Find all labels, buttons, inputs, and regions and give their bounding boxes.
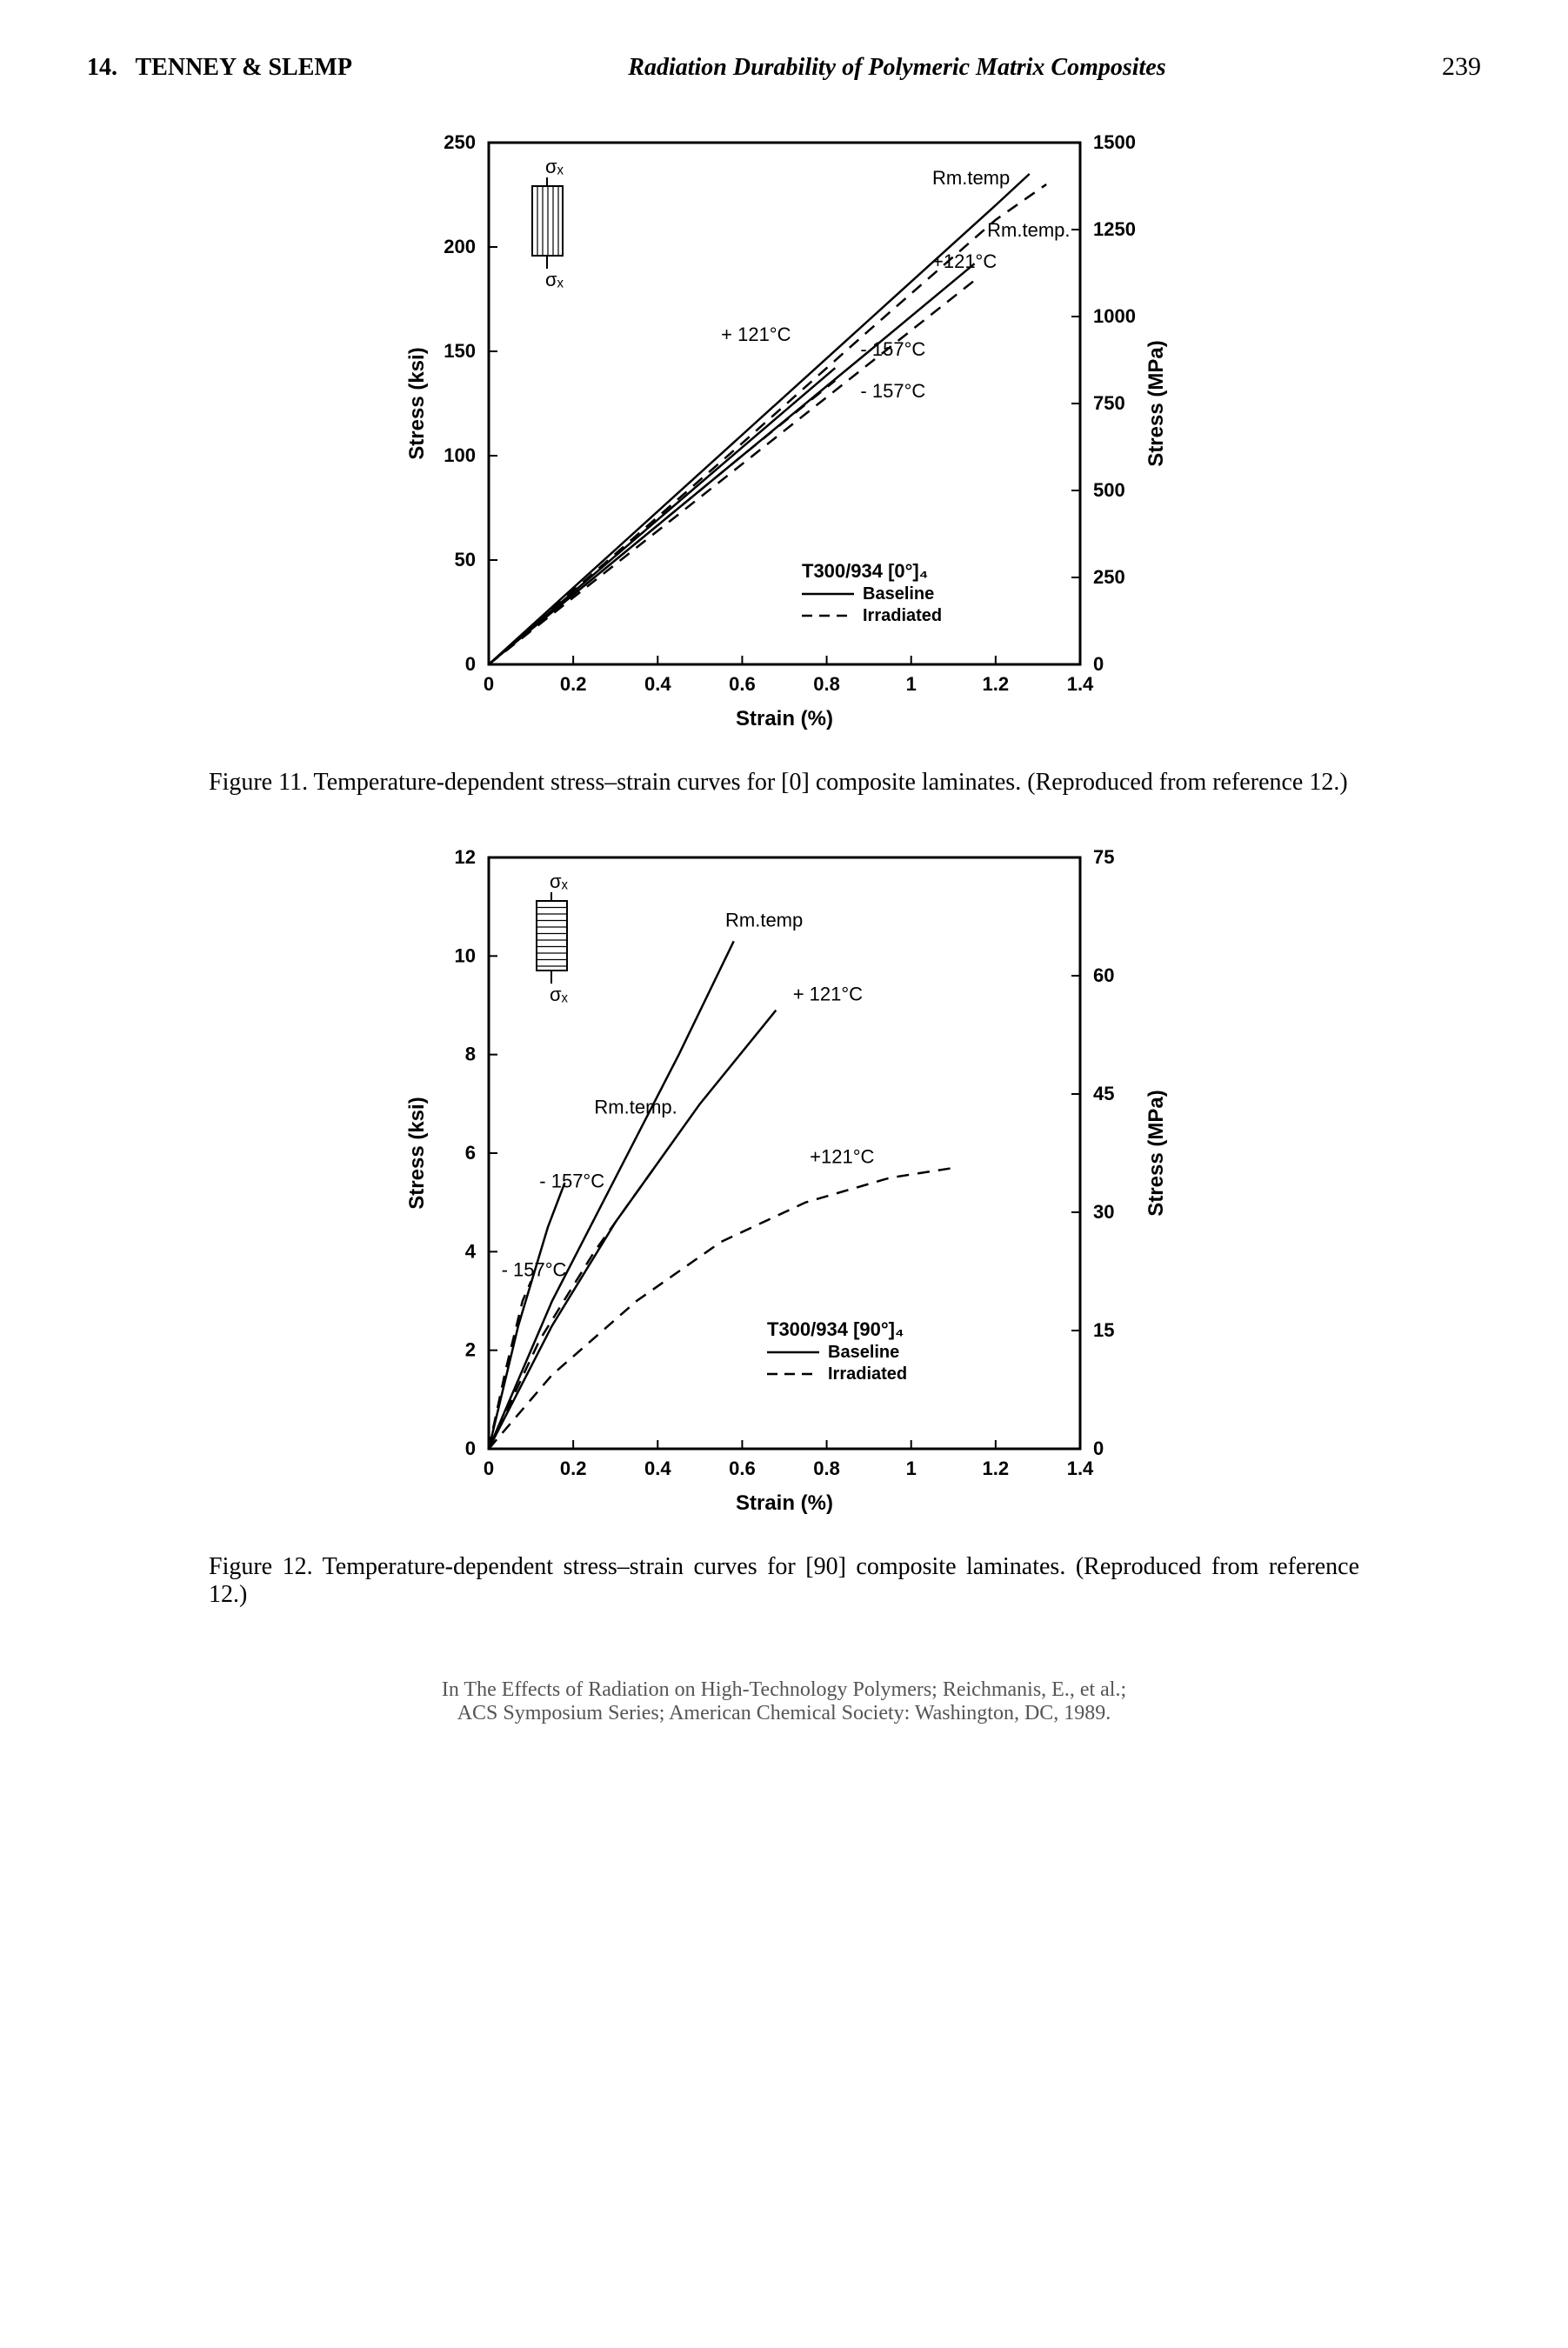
svg-text:1.4: 1.4 xyxy=(1066,673,1093,695)
page-header: 14. TENNEY & SLEMP Radiation Durability … xyxy=(87,52,1481,82)
svg-text:σₓ: σₓ xyxy=(550,870,569,892)
running-title: Radiation Durability of Polymeric Matrix… xyxy=(352,54,1442,82)
svg-text:4: 4 xyxy=(464,1240,476,1262)
svg-text:Irradiated: Irradiated xyxy=(828,1364,907,1384)
svg-text:0.8: 0.8 xyxy=(813,673,840,695)
figure-11-caption: Figure 11. Temperature-dependent stress–… xyxy=(209,769,1359,797)
svg-text:σₓ: σₓ xyxy=(545,156,564,177)
figure-12-chart: 00.20.40.60.811.21.402468101201530456075… xyxy=(393,831,1176,1527)
svg-text:Rm.temp: Rm.temp xyxy=(932,167,1010,189)
svg-text:Rm.temp.: Rm.temp. xyxy=(594,1097,677,1118)
svg-text:σₓ: σₓ xyxy=(550,984,569,1005)
svg-text:Baseline: Baseline xyxy=(863,584,934,604)
svg-text:+ 121°C: + 121°C xyxy=(792,983,862,1004)
svg-text:6: 6 xyxy=(464,1142,475,1164)
svg-text:σₓ: σₓ xyxy=(545,269,564,290)
svg-text:1500: 1500 xyxy=(1093,131,1136,153)
svg-text:1: 1 xyxy=(905,1457,916,1479)
svg-text:- 157°C: - 157°C xyxy=(501,1259,566,1281)
svg-text:0.4: 0.4 xyxy=(644,673,671,695)
svg-text:- 157°C: - 157°C xyxy=(860,338,925,360)
svg-text:Baseline: Baseline xyxy=(828,1343,899,1362)
svg-text:15: 15 xyxy=(1093,1319,1114,1341)
svg-text:150: 150 xyxy=(444,340,476,362)
svg-text:250: 250 xyxy=(444,131,476,153)
svg-text:0: 0 xyxy=(1093,653,1104,675)
svg-text:- 157°C: - 157°C xyxy=(539,1171,604,1192)
svg-text:- 157°C: - 157°C xyxy=(860,380,925,402)
svg-text:250: 250 xyxy=(1093,566,1125,588)
svg-text:Stress (MPa): Stress (MPa) xyxy=(1144,340,1168,466)
svg-text:200: 200 xyxy=(444,236,476,257)
svg-text:Irradiated: Irradiated xyxy=(863,606,942,625)
footer-line-2: ACS Symposium Series; American Chemical … xyxy=(87,1702,1481,1725)
svg-text:Stress (MPa): Stress (MPa) xyxy=(1144,1090,1168,1216)
footer-line-1: In The Effects of Radiation on High-Tech… xyxy=(87,1678,1481,1702)
svg-text:Stress (ksi): Stress (ksi) xyxy=(405,347,429,459)
svg-text:0: 0 xyxy=(464,653,475,675)
svg-text:0.2: 0.2 xyxy=(559,673,586,695)
svg-text:+121°C: +121°C xyxy=(932,250,997,272)
svg-text:Strain (%): Strain (%) xyxy=(735,1491,832,1515)
figure-12: 00.20.40.60.811.21.402468101201530456075… xyxy=(87,831,1481,1527)
svg-text:10: 10 xyxy=(454,944,475,966)
svg-text:Rm.temp: Rm.temp xyxy=(725,909,803,931)
svg-text:750: 750 xyxy=(1093,392,1125,414)
chapter-num: 14. TENNEY & SLEMP xyxy=(87,54,352,82)
svg-text:2: 2 xyxy=(464,1339,475,1361)
svg-text:45: 45 xyxy=(1093,1083,1114,1104)
svg-text:Strain (%): Strain (%) xyxy=(735,707,832,730)
svg-text:0.6: 0.6 xyxy=(729,1457,756,1479)
svg-text:0.8: 0.8 xyxy=(813,1457,840,1479)
svg-text:0: 0 xyxy=(1093,1437,1104,1459)
svg-text:8: 8 xyxy=(464,1044,475,1065)
svg-text:0: 0 xyxy=(483,673,493,695)
svg-text:Stress (ksi): Stress (ksi) xyxy=(405,1097,429,1209)
svg-text:30: 30 xyxy=(1093,1201,1114,1223)
svg-text:0: 0 xyxy=(483,1457,493,1479)
figure-11-chart: 00.20.40.60.811.21.405010015020025002505… xyxy=(393,117,1176,743)
svg-text:1.2: 1.2 xyxy=(982,1457,1009,1479)
svg-text:0: 0 xyxy=(464,1437,475,1459)
svg-text:1.2: 1.2 xyxy=(982,673,1009,695)
svg-text:0.4: 0.4 xyxy=(644,1457,671,1479)
svg-text:0.6: 0.6 xyxy=(729,673,756,695)
page-number: 239 xyxy=(1442,52,1481,82)
svg-text:1250: 1250 xyxy=(1093,218,1136,240)
svg-text:75: 75 xyxy=(1093,846,1114,868)
svg-text:0.2: 0.2 xyxy=(559,1457,586,1479)
svg-text:Rm.temp.: Rm.temp. xyxy=(987,219,1070,241)
svg-text:T300/934 [0°]₄: T300/934 [0°]₄ xyxy=(802,560,928,582)
figure-12-caption: Figure 12. Temperature-dependent stress–… xyxy=(209,1553,1359,1609)
authors-text: TENNEY & SLEMP xyxy=(136,54,352,81)
svg-text:+ 121°C: + 121°C xyxy=(721,324,791,345)
figure-11: 00.20.40.60.811.21.405010015020025002505… xyxy=(87,117,1481,743)
svg-text:12: 12 xyxy=(454,846,475,868)
svg-text:50: 50 xyxy=(454,549,475,570)
svg-text:100: 100 xyxy=(444,444,476,466)
svg-text:+121°C: +121°C xyxy=(810,1145,874,1167)
svg-text:60: 60 xyxy=(1093,964,1114,986)
svg-text:1000: 1000 xyxy=(1093,305,1136,327)
svg-text:1.4: 1.4 xyxy=(1066,1457,1093,1479)
page-footer: In The Effects of Radiation on High-Tech… xyxy=(87,1678,1481,1725)
chapter-number-text: 14. xyxy=(87,54,117,81)
svg-text:500: 500 xyxy=(1093,479,1125,501)
svg-text:T300/934 [90°]₄: T300/934 [90°]₄ xyxy=(767,1318,904,1340)
svg-text:1: 1 xyxy=(905,673,916,695)
